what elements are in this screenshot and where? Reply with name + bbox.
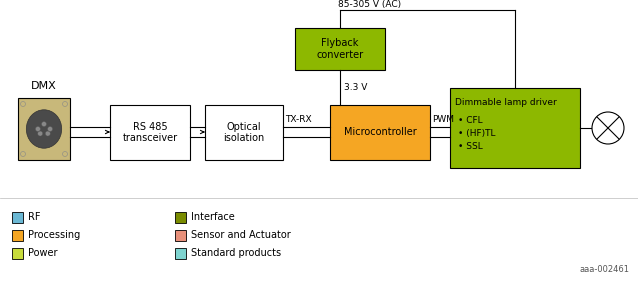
Text: Interface: Interface: [191, 213, 235, 222]
Text: Processing: Processing: [28, 230, 80, 241]
Circle shape: [36, 127, 40, 131]
Text: RF: RF: [28, 213, 40, 222]
Text: RS 485
transceiver: RS 485 transceiver: [122, 122, 177, 143]
Circle shape: [20, 151, 26, 157]
Text: TX-RX: TX-RX: [285, 116, 311, 124]
Bar: [175, 248, 186, 259]
Circle shape: [45, 131, 50, 136]
Circle shape: [592, 112, 624, 144]
Bar: [175, 230, 186, 241]
Bar: [12, 230, 23, 241]
Bar: [175, 212, 186, 223]
Text: aaa-002461: aaa-002461: [580, 265, 630, 274]
Text: 3.3 V: 3.3 V: [344, 83, 367, 92]
Bar: [295, 28, 385, 70]
Text: Microcontroller: Microcontroller: [344, 127, 417, 137]
Text: Power: Power: [28, 248, 57, 259]
Text: DMX: DMX: [31, 81, 57, 91]
Circle shape: [63, 102, 68, 107]
Circle shape: [48, 127, 52, 131]
Ellipse shape: [26, 110, 62, 148]
Bar: [12, 248, 23, 259]
Text: • CFL
• (HF)TL
• SSL: • CFL • (HF)TL • SSL: [458, 116, 496, 151]
Circle shape: [20, 102, 26, 107]
Bar: [330, 105, 430, 160]
Bar: [12, 212, 23, 223]
Circle shape: [63, 151, 68, 157]
Text: 85-305 V (AC): 85-305 V (AC): [338, 0, 401, 9]
Text: Sensor and Actuator: Sensor and Actuator: [191, 230, 291, 241]
Text: PWM: PWM: [432, 116, 454, 124]
Bar: [450, 88, 580, 168]
Text: Standard products: Standard products: [191, 248, 281, 259]
Bar: [18, 98, 70, 160]
Circle shape: [41, 122, 47, 127]
Bar: [205, 105, 283, 160]
Bar: [110, 105, 190, 160]
Text: Flyback
converter: Flyback converter: [316, 38, 364, 60]
Circle shape: [38, 131, 43, 136]
Text: Dimmable lamp driver: Dimmable lamp driver: [455, 98, 557, 107]
Text: Optical
isolation: Optical isolation: [223, 122, 265, 143]
